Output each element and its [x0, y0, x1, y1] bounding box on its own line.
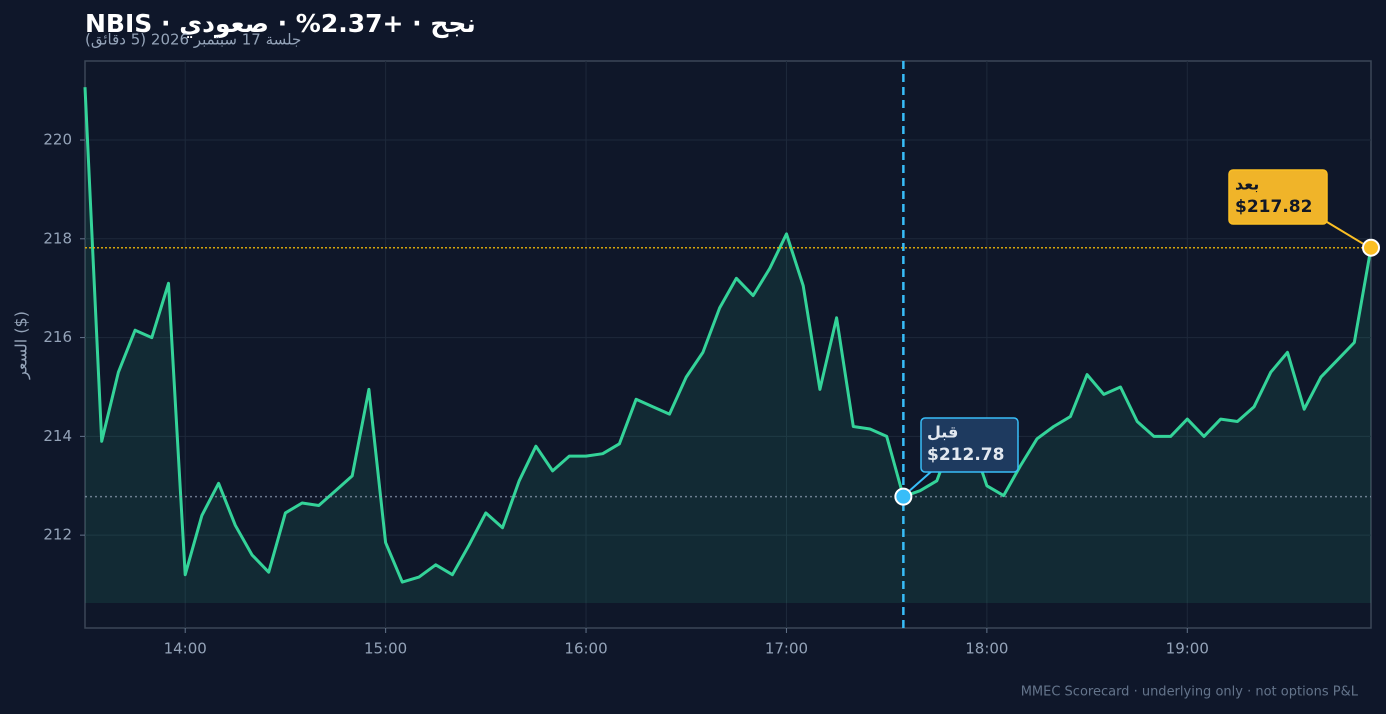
annotation-arrow	[906, 469, 934, 494]
x-tick-label: 16:00	[564, 640, 607, 658]
footer: MMEC Scorecard · underlying only · not o…	[1021, 685, 1359, 700]
annotation-value: $212.78	[927, 445, 1004, 465]
annotation-box	[1228, 169, 1328, 225]
x-tick-label: 15:00	[364, 640, 407, 658]
x-tick-label: 18:00	[965, 640, 1008, 658]
chart-subtitle: جلسة 17 سبتمبر 2026 (5 دقائق)	[85, 31, 301, 49]
y-tick-label: 218	[43, 229, 72, 247]
price-line	[83, 87, 1373, 584]
y-tick-label: 216	[43, 328, 72, 346]
y-tick-label: 220	[43, 131, 72, 149]
area	[85, 87, 1371, 603]
x-tick-label: 14:00	[164, 640, 207, 658]
annotation-point	[1362, 238, 1380, 257]
x-tick-label: 19:00	[1166, 640, 1209, 658]
x-tick-label: 17:00	[765, 640, 808, 658]
chart-title: NBIS · نجح · +2.37% · صعودي	[85, 9, 476, 39]
annotation-label: قبل	[927, 423, 958, 442]
y-tick-label: 214	[43, 427, 72, 445]
annotation-label: بعد	[1235, 175, 1259, 194]
annotation-arrow	[1326, 221, 1364, 245]
annotation-point	[894, 487, 913, 506]
annotation-value: $217.82	[1235, 197, 1312, 217]
annotation-box	[920, 417, 1019, 473]
y-axis-label: السعر ($)	[12, 311, 32, 380]
y-tick-label: 212	[43, 526, 72, 544]
plot-area	[84, 60, 1372, 629]
